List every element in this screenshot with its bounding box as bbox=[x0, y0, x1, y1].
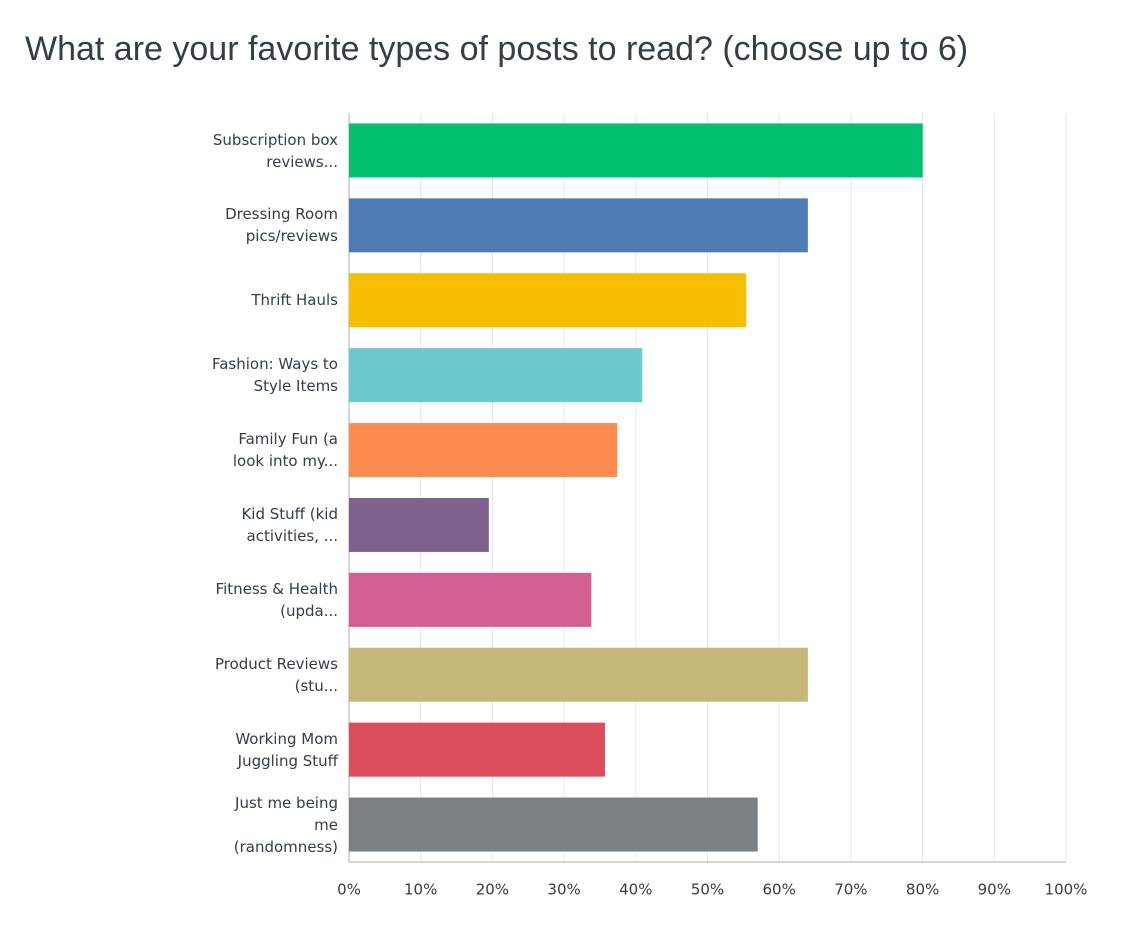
y-tick-label: Subscription box reviews... bbox=[212, 130, 338, 171]
category-label-box: Thrift Hauls bbox=[190, 263, 338, 338]
x-tick-label: 70% bbox=[834, 881, 867, 899]
x-tick-label: 60% bbox=[763, 881, 796, 899]
category-label-box: Subscription box reviews... bbox=[190, 113, 338, 188]
category-label-box: Just me being me (randomness) bbox=[190, 787, 338, 862]
bar bbox=[349, 348, 643, 403]
y-tick-label: Product Reviews (stu... bbox=[214, 654, 338, 695]
bar bbox=[349, 722, 605, 777]
y-tick-label: Family Fun (a look into my... bbox=[232, 430, 338, 471]
x-tick-label: 40% bbox=[619, 881, 652, 899]
x-tick-label: 20% bbox=[476, 881, 509, 899]
bar bbox=[349, 123, 923, 178]
y-tick-label: Fashion: Ways to Style Items bbox=[211, 355, 338, 396]
category-label-box: Kid Stuff (kid activities, ... bbox=[190, 488, 338, 563]
bar bbox=[349, 198, 808, 253]
bar bbox=[349, 572, 592, 627]
y-tick-label: Fitness & Health (upda... bbox=[215, 579, 338, 620]
category-label-box: Product Reviews (stu... bbox=[190, 637, 338, 712]
bar bbox=[349, 423, 618, 478]
y-tick-label: Thrift Hauls bbox=[251, 291, 338, 310]
bar bbox=[349, 273, 747, 328]
x-tick-label: 80% bbox=[906, 881, 939, 899]
bar bbox=[349, 797, 758, 852]
y-tick-label: Just me being me (randomness) bbox=[233, 793, 338, 856]
y-tick-label: Kid Stuff (kid activities, ... bbox=[241, 505, 338, 545]
y-tick-label: Working Mom Juggling Stuff bbox=[235, 729, 338, 770]
x-tick-label: 10% bbox=[404, 881, 437, 899]
category-label-box: Family Fun (a look into my... bbox=[190, 413, 338, 488]
chart-title: What are your favorite types of posts to… bbox=[25, 30, 969, 68]
bar bbox=[349, 647, 808, 702]
y-tick-label: Dressing Room pics/reviews bbox=[225, 205, 338, 246]
category-label-box: Fashion: Ways to Style Items bbox=[190, 338, 338, 413]
category-label-box: Fitness & Health (upda... bbox=[190, 562, 338, 637]
x-tick-label: 30% bbox=[547, 881, 580, 899]
category-label-box: Dressing Room pics/reviews bbox=[190, 188, 338, 263]
bar bbox=[349, 497, 489, 552]
x-tick-label: 100% bbox=[1045, 881, 1088, 899]
x-tick-label: 90% bbox=[978, 881, 1011, 899]
category-label-box: Working Mom Juggling Stuff bbox=[190, 712, 338, 787]
x-tick-label: 50% bbox=[691, 881, 724, 899]
x-tick-label: 0% bbox=[337, 881, 361, 899]
